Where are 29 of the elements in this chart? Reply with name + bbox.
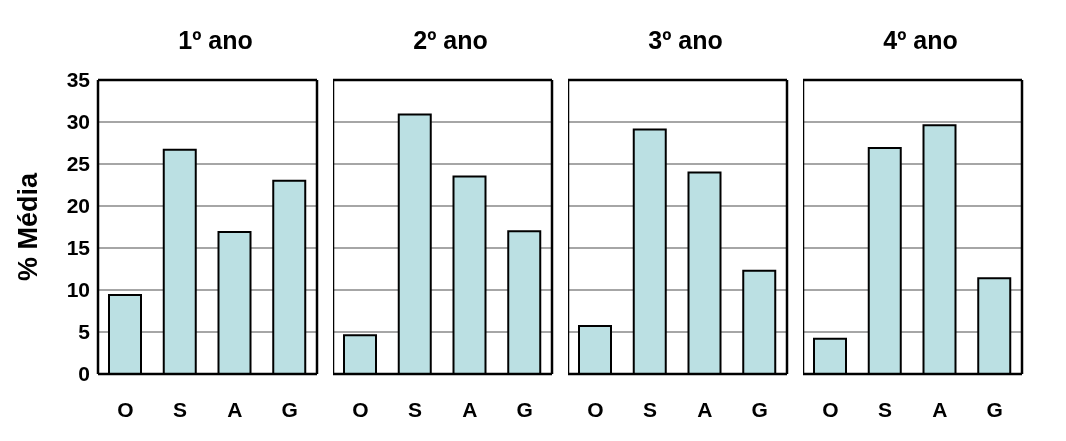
y-tick-label: 0 [78,362,90,386]
x-tick-label: G [281,397,298,421]
x-tick-label: S [173,397,188,421]
x-tick-label: A [932,397,948,421]
x-tick-label: G [751,397,768,421]
x-tick-label: S [878,397,893,421]
y-axis-title: % Média [12,172,44,282]
chart-title: 4º ano [882,25,959,56]
x-tick-label: S [408,397,423,421]
x-tick-label: O [352,397,369,421]
x-tick-label: O [117,397,134,421]
x-tick-label: G [986,397,1003,421]
x-tick-label: A [697,397,713,421]
y-tick-label: 20 [66,194,90,218]
x-tick-label: A [227,397,243,421]
x-tick-label: O [587,397,604,421]
y-tick-label: 5 [78,320,91,344]
chart-title: 2º ano [412,25,489,56]
x-tick-label: A [462,397,478,421]
y-tick-label: 10 [66,278,90,302]
chart-title: 1º ano [177,25,254,56]
y-tick-label: 25 [66,152,91,176]
x-tick-label: G [516,397,533,421]
y-tick-label: 30 [66,110,90,134]
y-tick-label: 15 [66,236,91,260]
y-tick-label: 35 [66,68,91,92]
x-tick-label: S [643,397,658,421]
x-tick-label: O [822,397,839,421]
chart-title: 3º ano [647,25,724,56]
